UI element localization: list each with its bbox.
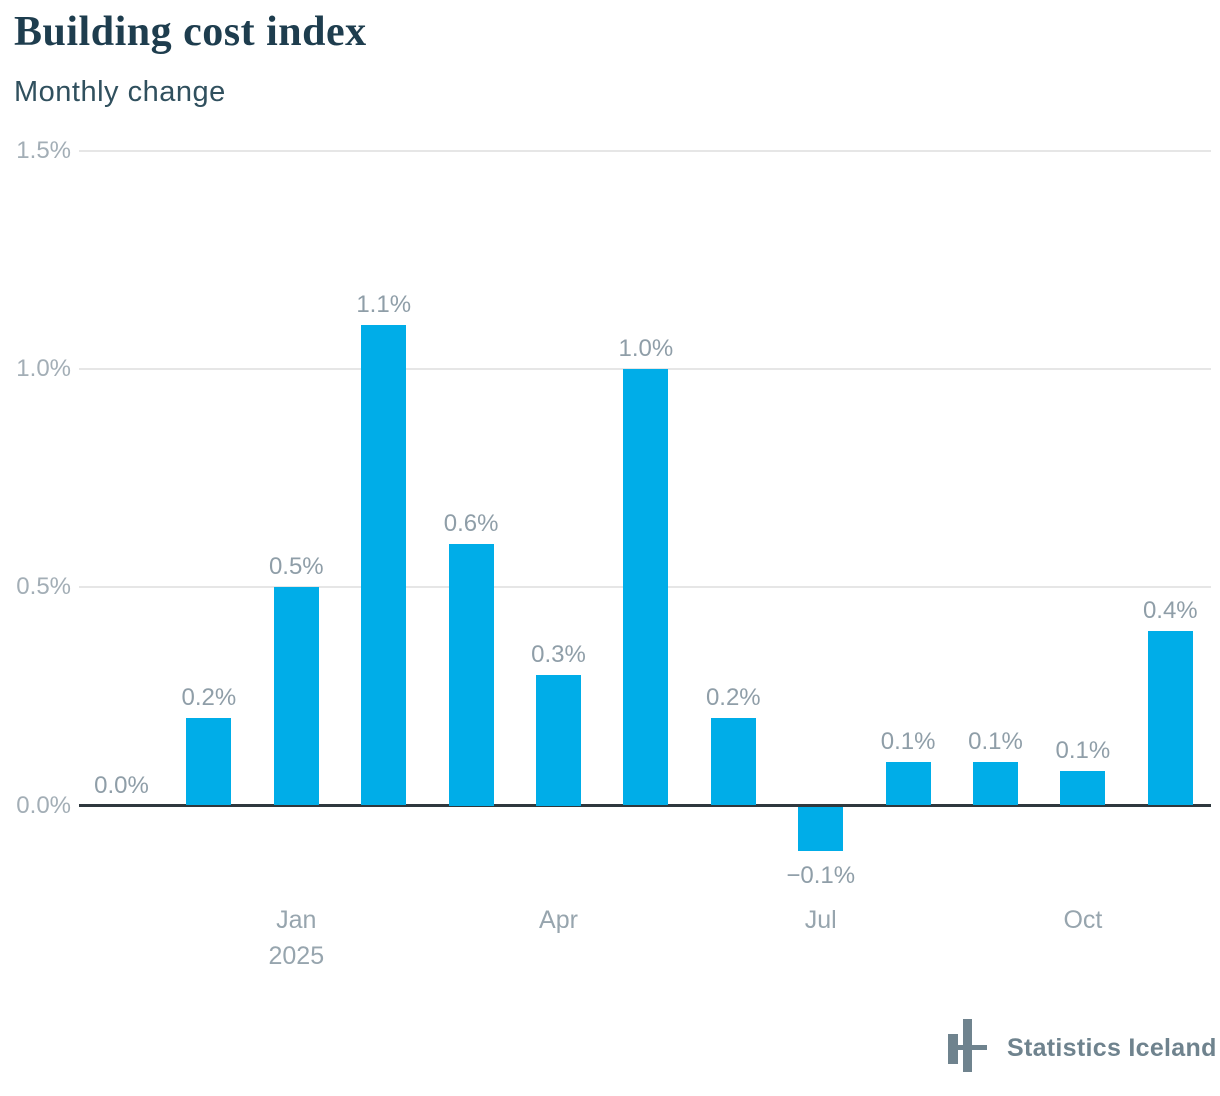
x-axis-line — [79, 804, 1211, 807]
bar-value-label: 0.0% — [94, 771, 149, 799]
bar[interactable] — [186, 718, 232, 806]
bar-value-label: 1.0% — [618, 334, 674, 362]
x-axis-year-label: 2025 — [268, 942, 325, 970]
bar[interactable] — [1147, 630, 1193, 806]
x-axis-label: Oct — [1063, 906, 1103, 934]
bar-value-label: 0.3% — [531, 640, 586, 668]
chart-title: Building cost index — [14, 9, 367, 55]
bar[interactable] — [361, 325, 407, 806]
x-axis-label: Jul — [804, 906, 837, 934]
bar[interactable] — [1060, 770, 1106, 806]
y-axis-label: 1.5% — [16, 136, 71, 164]
bar-value-label: 0.6% — [443, 509, 499, 537]
x-axis-label: Apr — [539, 906, 578, 934]
bar-value-label: 0.1% — [1055, 736, 1111, 764]
bar-value-label: −0.1% — [786, 862, 856, 890]
chart-subtitle: Monthly change — [14, 76, 226, 108]
x-axis-label: Jan — [276, 906, 317, 934]
bar[interactable] — [623, 368, 669, 806]
y-axis-label: 0.0% — [16, 791, 71, 819]
bar-value-label: 0.1% — [968, 727, 1023, 755]
y-axis-label: 1.0% — [16, 354, 71, 382]
bar-value-label: 1.1% — [356, 291, 412, 319]
y-axis-label: 0.5% — [16, 573, 71, 601]
bar[interactable] — [798, 807, 844, 851]
bar-value-label: 0.1% — [880, 727, 936, 755]
bar-value-label: 0.2% — [705, 684, 761, 712]
bar[interactable] — [448, 543, 494, 806]
bar[interactable] — [536, 674, 581, 806]
bar[interactable] — [973, 761, 1018, 806]
bar-value-label: 0.4% — [1142, 596, 1198, 624]
bar[interactable] — [885, 761, 931, 806]
bar-value-label: 0.2% — [181, 684, 237, 712]
bar[interactable] — [710, 718, 756, 806]
y-gridline — [79, 149, 1211, 152]
bar-value-label: 0.5% — [268, 553, 324, 581]
bar[interactable] — [273, 587, 319, 806]
